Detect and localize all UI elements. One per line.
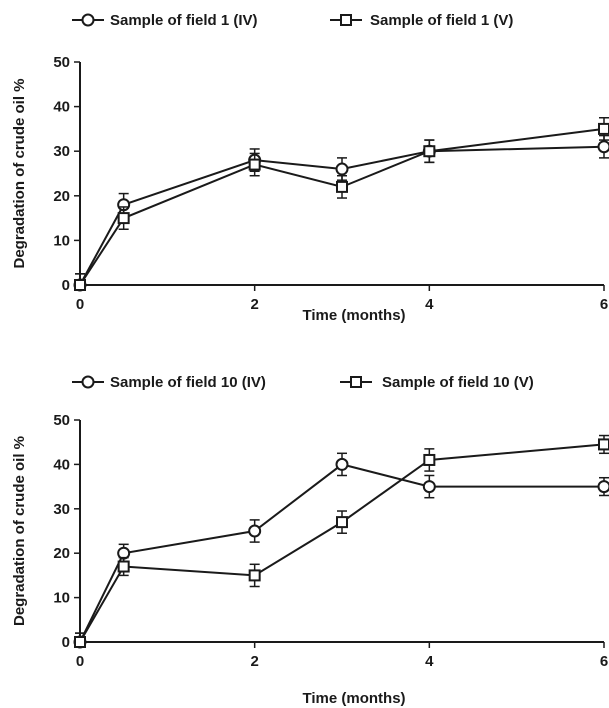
data-point: [117, 560, 130, 573]
legend-item-2: Sample of field 10 (V): [340, 374, 534, 391]
y-tick-label: 30: [53, 143, 70, 160]
x-tick-label: 0: [76, 296, 84, 313]
data-point: [336, 516, 348, 529]
legend-item-2: Sample of field 1 (V): [330, 12, 513, 29]
legend-item-1: Sample of field 1 (IV): [72, 12, 258, 29]
series-line: [79, 463, 604, 643]
series-1: [73, 452, 609, 649]
series-1: [73, 134, 609, 292]
data-point: [597, 480, 609, 494]
data-point: [336, 180, 348, 193]
chart-panel-1: 0 10 20 30 40 50 0 2 4 6 Time (months) Degradation …: [11, 12, 609, 324]
y-tick-label: 40: [53, 456, 70, 473]
data-point: [598, 122, 609, 135]
data-point: [248, 569, 261, 582]
y-tick-label: 40: [53, 99, 70, 116]
legend-marker: [81, 13, 95, 27]
data-point: [423, 145, 436, 158]
data-point: [423, 453, 436, 466]
y-tick-label: 20: [53, 188, 70, 205]
data-point: [422, 480, 436, 494]
data-point: [117, 212, 130, 225]
legend-label: Sample of field 1 (IV): [110, 12, 258, 29]
data-point: [335, 162, 349, 176]
y-tick-label: 50: [53, 54, 70, 71]
x-tick-label: 6: [600, 653, 608, 670]
y-axis-title: Degradation of crude oil %: [11, 78, 28, 268]
series-line: [79, 443, 605, 643]
legend-item-1: Sample of field 10 (IV): [72, 374, 266, 391]
data-point: [335, 457, 349, 471]
x-tick-label: 4: [425, 296, 434, 313]
x-tick-label: 2: [250, 653, 258, 670]
y-tick-label: 30: [53, 501, 70, 518]
x-tick-label: 6: [600, 296, 608, 313]
legend-label: Sample of field 1 (V): [370, 12, 513, 29]
y-tick-label: 0: [62, 277, 70, 294]
x-tick-label: 4: [425, 653, 434, 670]
legend-marker: [350, 376, 362, 388]
y-tick-label: 20: [53, 545, 70, 562]
data-point: [74, 279, 86, 291]
series-2: [74, 434, 609, 648]
legend-label: Sample of field 10 (V): [382, 374, 534, 391]
x-axis-title: Time (months): [302, 690, 405, 707]
y-tick-label: 50: [53, 412, 70, 429]
data-point: [597, 140, 609, 154]
y-axis-title: Degradation of crude oil %: [11, 436, 28, 626]
x-axis-title: Time (months): [302, 307, 405, 324]
x-tick-label: 2: [250, 296, 258, 313]
legend-marker: [340, 14, 352, 26]
x-tick-label: 0: [76, 653, 84, 670]
series-2: [74, 117, 609, 291]
legend-label: Sample of field 10 (IV): [110, 374, 266, 391]
y-tick-label: 10: [53, 590, 70, 607]
series-line: [79, 127, 605, 286]
data-point: [248, 524, 262, 538]
data-point: [598, 438, 609, 451]
y-tick-label: 0: [62, 634, 70, 651]
series-line: [79, 145, 605, 286]
legend-marker: [81, 375, 95, 389]
chart-panel-2: 0 10 20 30 40 50 0 2 4 6 Time (months) Degradation …: [11, 374, 609, 707]
y-tick-label: 10: [53, 232, 70, 249]
data-point: [74, 636, 86, 648]
data-point: [248, 158, 261, 171]
